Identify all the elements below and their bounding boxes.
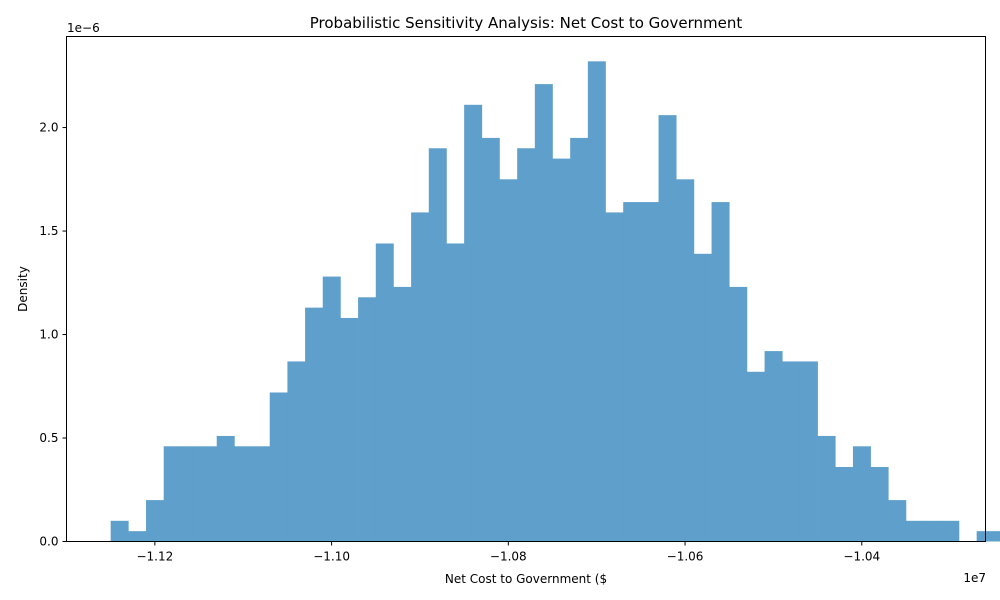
histogram-bar [411,212,430,542]
x-axis-title: Net Cost to Government ($ [445,572,607,586]
histogram-bar [340,317,359,542]
histogram-bar [163,446,182,542]
histogram-bar [888,500,907,542]
y-tick-label: 1.0 [39,328,58,342]
histogram-bar [517,148,536,542]
histogram-bar [552,158,571,542]
histogram-bar [817,435,836,542]
histogram-bar [782,361,801,542]
histogram-bar [199,446,218,542]
histogram-bar [994,531,1000,542]
x-axis-offset-label: 1e7 [963,571,986,585]
histogram-bar [128,531,147,542]
histogram-bar [623,202,642,542]
histogram-bar [358,297,377,542]
histogram-bar [587,61,606,542]
histogram-bars [110,61,1000,542]
histogram-bar [181,446,200,542]
plot-area-frame [66,36,986,542]
histogram-bar [393,286,412,542]
y-tick-label: 0.0 [39,535,58,549]
histogram-bar [146,500,165,542]
histogram-bar [287,361,306,542]
histogram-bar [305,307,324,542]
x-tick-label: −1.10 [313,550,350,564]
histogram-bar [658,115,677,542]
histogram-bar [941,520,960,542]
histogram-bar [799,361,818,542]
histogram-bar [252,446,271,542]
histogram-bar [905,520,924,542]
y-tick-label: 1.5 [39,224,58,238]
histogram-bar [110,520,129,542]
x-tick-label: −1.04 [843,550,880,564]
histogram-bar [605,212,624,542]
y-axis-ticks: 0.0 0.5 1.0 1.5 2.0 [39,121,67,549]
histogram-bar [676,179,695,542]
histogram-bar [835,466,854,542]
histogram-bar [375,243,394,542]
histogram-bar [870,466,889,542]
histogram-bar [852,446,871,542]
x-tick-label: −1.08 [490,550,527,564]
histogram-bar [746,371,765,542]
y-axis-title: Density [16,266,30,312]
histogram-bar [693,253,712,542]
y-tick-label: 0.5 [39,431,58,445]
histogram-bar [764,351,783,542]
histogram-bar [711,202,730,542]
histogram-bar [923,520,942,542]
histogram-bar [322,276,341,542]
x-axis-ticks: −1.12 −1.10 −1.08 −1.06 −1.04 [136,541,880,564]
histogram-bar [570,137,589,542]
histogram-bar [729,286,748,542]
histogram-bar [446,243,465,542]
histogram-bar [481,137,500,542]
histogram-bar [269,392,288,542]
histogram-bar [534,84,553,542]
x-tick-label: −1.06 [667,550,704,564]
y-axis-offset-label: 1e−6 [67,21,100,35]
histogram-bar [428,148,447,542]
chart-title: Probabilistic Sensitivity Analysis: Net … [310,14,743,32]
histogram-bar [234,446,253,542]
histogram-bar [499,179,518,542]
x-tick-label: −1.12 [136,550,173,564]
histogram-bar [216,435,235,542]
histogram-bar [640,202,659,542]
histogram-bar [464,104,483,542]
y-tick-label: 2.0 [39,121,58,135]
